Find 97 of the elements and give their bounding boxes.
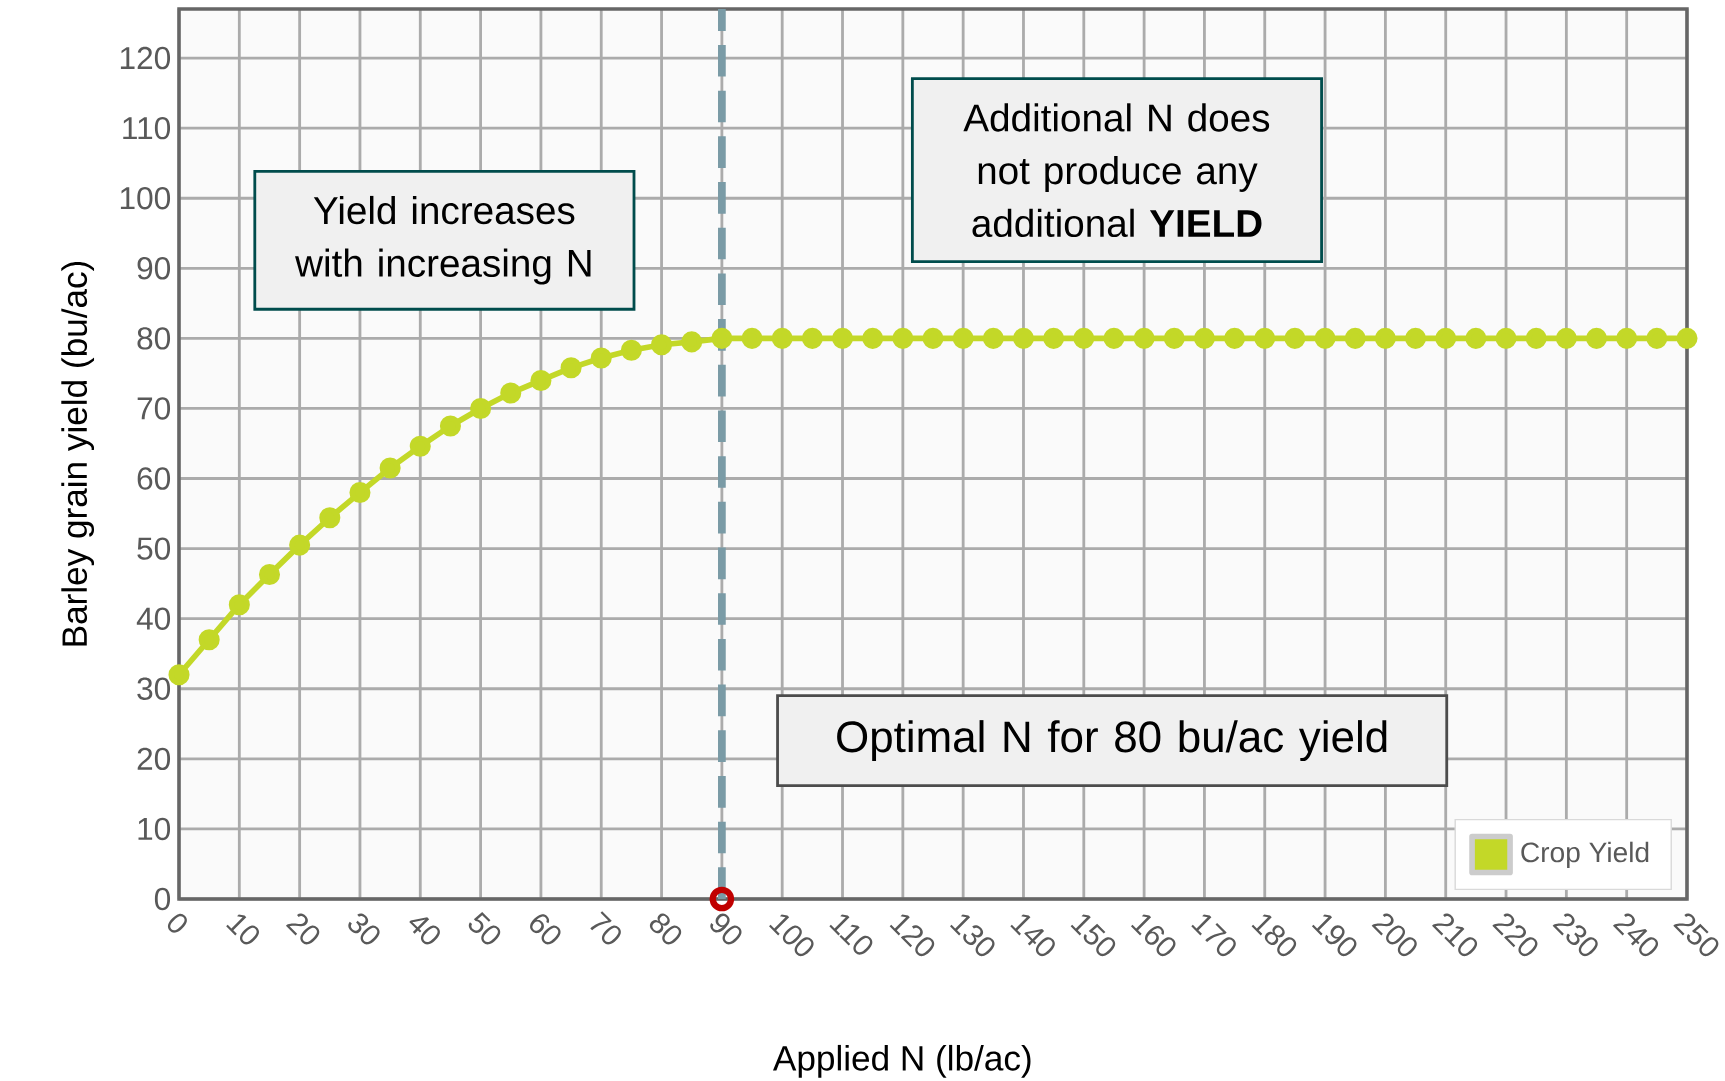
- point: [1525, 327, 1547, 349]
- y-tick-label: 20: [137, 747, 171, 771]
- point: [952, 327, 974, 349]
- point: [801, 327, 823, 349]
- point: [560, 357, 582, 379]
- point: [831, 327, 854, 349]
- point: [1163, 327, 1185, 349]
- x-tick-label: 200: [1371, 913, 1417, 957]
- x-tick-label: 30: [348, 913, 380, 945]
- point: [1043, 327, 1065, 349]
- point: [1314, 327, 1336, 349]
- x-tick-label: 210: [1432, 913, 1478, 957]
- y-tick-label: 120: [120, 46, 171, 70]
- point: [409, 435, 431, 457]
- x-tick-label: 180: [1251, 914, 1297, 957]
- annotation: Additional N does not produce any additional YIELD: [963, 103, 1270, 238]
- point: [620, 339, 642, 361]
- x-tick-label: 160: [1130, 914, 1176, 957]
- point: [862, 327, 884, 349]
- point: [1073, 327, 1095, 349]
- point: [319, 507, 341, 529]
- point: [1284, 327, 1306, 349]
- x-tick-label: 90: [710, 913, 742, 945]
- y-axis-title: Barley grain yield (bu/ac): [61, 261, 95, 646]
- x-tick-label: 250: [1673, 913, 1719, 957]
- x-tick-label: 100: [769, 914, 814, 957]
- x-tick-label: 40: [409, 917, 440, 945]
- y-tick-label: 50: [137, 537, 171, 560]
- annotation: Yield increases with increasing N: [295, 195, 591, 285]
- y-tick-label: 60: [137, 467, 171, 490]
- point: [500, 382, 522, 404]
- x-tick-label: 20: [285, 913, 320, 945]
- point: [198, 629, 220, 651]
- point: [1103, 327, 1125, 349]
- y-tick-label: 40: [136, 607, 171, 630]
- x-tick-label: 140: [1010, 914, 1055, 957]
- y-tick-label: 0: [154, 887, 171, 911]
- point: [1495, 327, 1517, 349]
- x-tick-label: 150: [1070, 914, 1116, 957]
- x-tick-label: 60: [530, 914, 561, 945]
- y-tick-label: 110: [123, 116, 171, 140]
- point: [1133, 327, 1155, 349]
- point: [771, 327, 793, 349]
- annotation: Optimal N for 80 bu/ac yield: [837, 720, 1387, 762]
- point: [1616, 327, 1638, 349]
- x-tick-label: 80: [649, 913, 682, 945]
- point: [228, 594, 250, 616]
- x-tick-label: 170: [1191, 914, 1236, 957]
- point: [1224, 327, 1246, 349]
- y-tick-label: 80: [137, 327, 171, 350]
- point: [741, 327, 763, 349]
- point: [1465, 327, 1487, 349]
- point: [349, 482, 371, 504]
- point: [379, 457, 401, 479]
- x-tick-label: 190: [1311, 914, 1357, 957]
- x-tick-label: 50: [468, 911, 501, 945]
- x-tick-label: 230: [1552, 913, 1598, 957]
- point: [1435, 327, 1457, 349]
- x-axis-title: Applied N (lb/ac): [772, 1044, 1031, 1078]
- x-tick-label: 130: [950, 914, 995, 957]
- y-tick-label: 70: [137, 397, 171, 420]
- point: [1585, 327, 1608, 349]
- point: [681, 331, 703, 353]
- x-tick-label: 70: [590, 911, 621, 945]
- point: [1344, 327, 1366, 349]
- point: [1012, 327, 1035, 349]
- point: [1405, 327, 1427, 349]
- point: [289, 534, 311, 556]
- point: [470, 397, 492, 419]
- y-tick-label: 100: [120, 187, 171, 210]
- point: [168, 664, 190, 686]
- point: [982, 327, 1004, 349]
- x-tick-label: 120: [889, 914, 935, 957]
- legend-label: Crop Yield: [1521, 841, 1649, 868]
- point: [1646, 327, 1668, 349]
- point: [439, 415, 461, 437]
- point: [530, 369, 552, 391]
- point: [1374, 327, 1396, 349]
- point: [1676, 327, 1698, 349]
- point: [258, 564, 281, 586]
- point: [709, 886, 735, 912]
- x-tick-label: 220: [1492, 913, 1538, 957]
- y-tick-label: 90: [137, 257, 171, 280]
- y-tick-label: 30: [137, 677, 171, 700]
- point: [892, 327, 914, 349]
- y-tick-label: 10: [138, 817, 171, 841]
- x-tick-label: 240: [1612, 913, 1659, 957]
- point: [651, 334, 673, 356]
- x-tick-label: 10: [226, 914, 259, 945]
- x-tick-label: 110: [829, 914, 873, 955]
- point: [590, 347, 612, 369]
- point: [1555, 327, 1577, 349]
- point: [1193, 327, 1215, 349]
- point: [711, 327, 733, 349]
- x-tick-label: 0: [167, 913, 187, 933]
- point: [1254, 327, 1276, 349]
- point: [922, 327, 944, 349]
